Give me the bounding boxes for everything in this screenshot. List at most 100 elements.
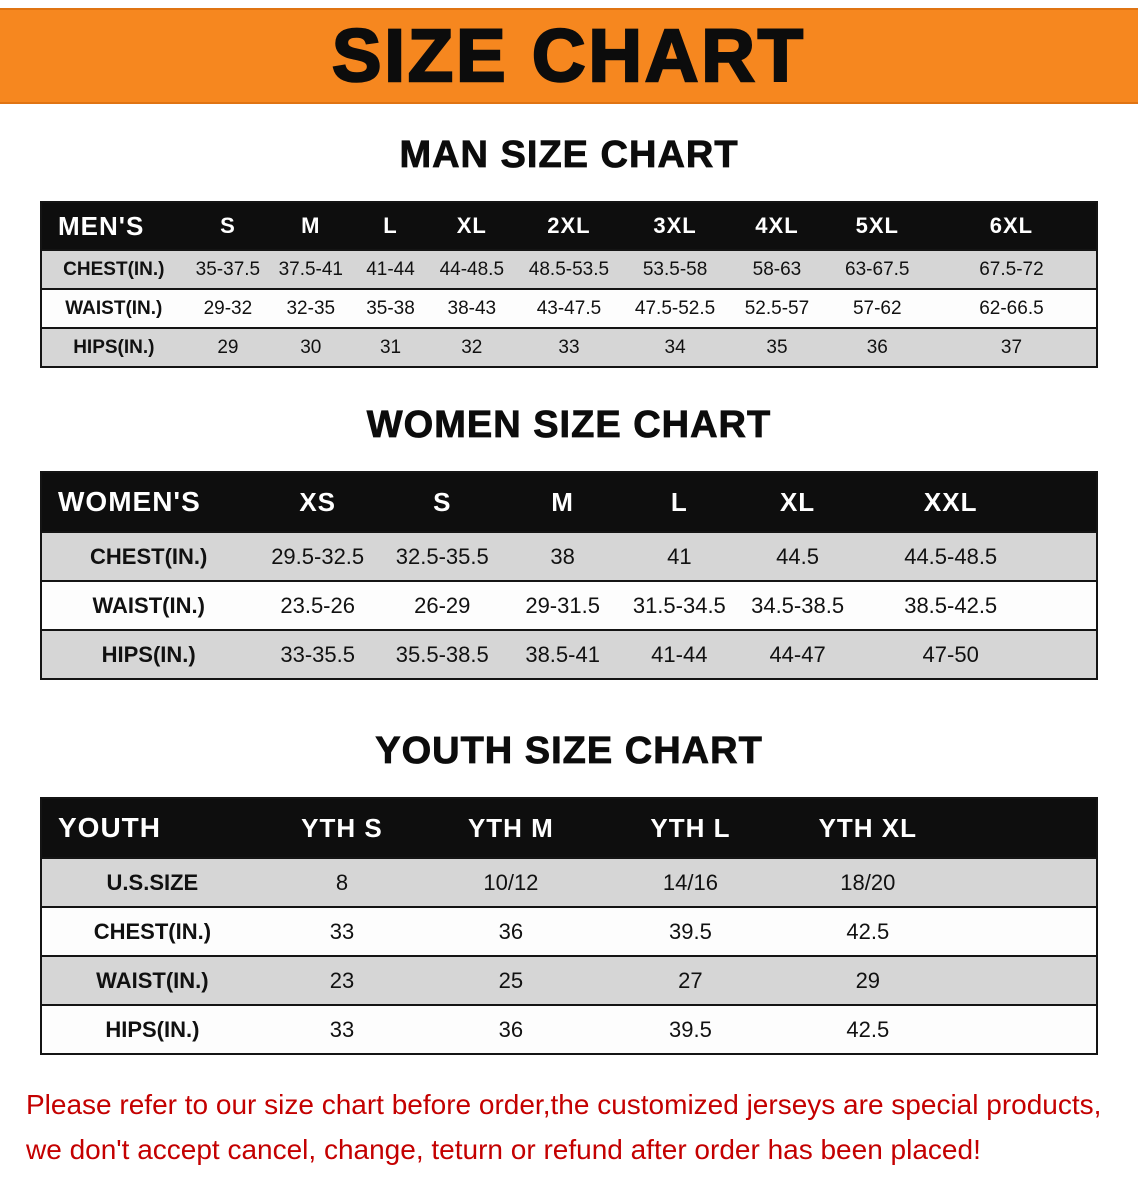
size-value: 23 bbox=[329, 967, 355, 993]
size-value: 18/20 bbox=[840, 869, 896, 895]
measurement-label: CHEST(IN.) bbox=[93, 918, 212, 944]
row-spacer bbox=[955, 907, 1097, 956]
size-table-row: U.S.SIZE 8 10/12 14/16 18/20 bbox=[41, 858, 1097, 907]
size-table-header-row: YOUTH YTH S YTH M YTH L YTH XL bbox=[41, 798, 1097, 858]
size-value: 23.5-26 bbox=[280, 592, 355, 618]
women-section-heading: WOMEN SIZE CHART bbox=[366, 404, 772, 447]
size-column-header: XS bbox=[255, 472, 380, 532]
size-value: 29 bbox=[217, 336, 239, 358]
size-value: 63-67.5 bbox=[845, 258, 910, 280]
size-value: 35.5-38.5 bbox=[395, 641, 489, 667]
size-value: 27 bbox=[678, 967, 703, 993]
size-value: 35-38 bbox=[366, 297, 415, 319]
size-value: 43-47.5 bbox=[536, 297, 602, 319]
size-column-header: YTH M bbox=[421, 798, 601, 858]
size-value: 34.5-38.5 bbox=[751, 592, 845, 618]
disclaimer: Please refer to our size chart before or… bbox=[0, 1083, 1138, 1173]
size-column-header: XL bbox=[737, 472, 858, 532]
size-table-row: WAIST(IN.) 23.5-26 26-29 29-31.5 31.5-34.5 34… bbox=[41, 581, 1097, 630]
row-spacer bbox=[955, 1005, 1097, 1054]
size-column-header: M bbox=[270, 202, 352, 250]
size-value: 38.5-41 bbox=[525, 641, 600, 667]
size-value: 67.5-72 bbox=[979, 258, 1044, 280]
size-value: 47-50 bbox=[922, 641, 979, 667]
youth-size-table: YOUTH YTH S YTH M YTH L YTH XL U.S.SIZE 8 10/12… bbox=[40, 797, 1098, 1055]
size-column-header: YTH L bbox=[600, 798, 781, 858]
size-table-row: HIPS(IN.) 33-35.5 35.5-38.5 38.5-41 41-44 44-… bbox=[41, 630, 1097, 679]
measurement-label: WAIST(IN.) bbox=[96, 967, 209, 993]
size-value: 35 bbox=[766, 336, 788, 358]
row-spacer bbox=[1044, 630, 1097, 679]
size-value: 53.5-58 bbox=[642, 258, 708, 280]
size-table-row: HIPS(IN.) 29 30 31 32 33 34 35 36 37 bbox=[41, 328, 1097, 367]
size-column-header: 5XL bbox=[827, 202, 927, 250]
measurement-label: CHEST(IN.) bbox=[63, 258, 165, 280]
measurement-label: WAIST(IN.) bbox=[92, 592, 205, 618]
disclaimer-line: Please refer to our size chart before or… bbox=[26, 1089, 1102, 1120]
size-column-header: YTH XL bbox=[780, 798, 956, 858]
size-value: 33 bbox=[329, 918, 355, 944]
size-value: 42.5 bbox=[846, 1016, 890, 1042]
size-column-header: XXL bbox=[857, 472, 1045, 532]
size-value: 31 bbox=[379, 336, 402, 358]
men-size-table: MEN'S S M L XL 2XL 3XL 4XL 5XL 6XL CHEST(IN.) 35-37… bbox=[40, 201, 1098, 368]
size-value: 37 bbox=[1000, 336, 1023, 358]
size-column-header: YTH S bbox=[262, 798, 422, 858]
size-value: 44.5-48.5 bbox=[904, 543, 998, 569]
size-value: 32.5-35.5 bbox=[395, 543, 489, 569]
size-table-row: HIPS(IN.) 33 36 39.5 42.5 bbox=[41, 1005, 1097, 1054]
size-column-header: 4XL bbox=[726, 202, 828, 250]
page-title: SIZE CHART bbox=[331, 14, 806, 97]
disclaimer-line: we don't accept cancel, change, teturn o… bbox=[26, 1133, 981, 1165]
size-value: 57-62 bbox=[852, 297, 902, 319]
size-value: 41 bbox=[667, 543, 692, 569]
size-value: 33 bbox=[558, 336, 580, 358]
size-value: 39.5 bbox=[669, 918, 712, 944]
measurement-label: WAIST(IN.) bbox=[65, 297, 163, 319]
size-table-row: CHEST(IN.) 33 36 39.5 42.5 bbox=[41, 907, 1097, 956]
size-value: 33 bbox=[329, 1016, 355, 1042]
size-value: 38-43 bbox=[447, 297, 497, 319]
size-table-row: WAIST(IN.) 23 25 27 29 bbox=[41, 956, 1097, 1005]
size-value: 10/12 bbox=[483, 869, 539, 895]
size-column-header: S bbox=[379, 472, 505, 532]
measurement-label: CHEST(IN.) bbox=[90, 543, 208, 569]
size-value: 26-29 bbox=[414, 592, 471, 618]
size-column-header: M bbox=[504, 472, 621, 532]
women-size-table: WOMEN'S XS S M L XL XXL CHEST(IN.) 29.5-32.5 32.5… bbox=[40, 471, 1098, 680]
size-table-row: CHEST(IN.) 35-37.5 37.5-41 41-44 44-48.5 48.5… bbox=[41, 250, 1097, 289]
size-value: 34 bbox=[664, 336, 686, 358]
size-value: 30 bbox=[300, 336, 322, 358]
size-value: 36 bbox=[498, 1016, 524, 1042]
size-value: 44-48.5 bbox=[439, 258, 505, 280]
size-value: 37.5-41 bbox=[278, 258, 344, 280]
size-value: 58-63 bbox=[752, 258, 802, 280]
table-corner-label: MEN'S bbox=[41, 202, 186, 250]
size-value: 25 bbox=[498, 967, 524, 993]
size-column-header: S bbox=[185, 202, 271, 250]
size-value: 36 bbox=[498, 918, 524, 944]
size-value: 42.5 bbox=[846, 918, 890, 944]
row-spacer bbox=[955, 858, 1097, 907]
size-column-header: 2XL bbox=[514, 202, 624, 250]
size-value: 31.5-34.5 bbox=[632, 592, 726, 618]
size-table-row: CHEST(IN.) 29.5-32.5 32.5-35.5 38 41 44.5 44.5… bbox=[41, 532, 1097, 581]
table-corner-label: YOUTH bbox=[41, 798, 263, 858]
size-column-header: L bbox=[620, 472, 738, 532]
size-value: 36 bbox=[866, 336, 888, 358]
measurement-label: HIPS(IN.) bbox=[105, 1016, 200, 1042]
size-column-header: 3XL bbox=[623, 202, 727, 250]
header-spacer bbox=[955, 798, 1097, 858]
size-chart-banner: SIZE CHART bbox=[0, 8, 1138, 104]
size-value: 29-31.5 bbox=[525, 592, 600, 618]
youth-section-heading: YOUTH SIZE CHART bbox=[375, 730, 763, 773]
size-value: 29.5-32.5 bbox=[271, 543, 365, 569]
row-spacer bbox=[955, 956, 1097, 1005]
size-value: 38 bbox=[550, 543, 575, 569]
size-value: 47.5-52.5 bbox=[634, 297, 716, 319]
size-table-header-row: MEN'S S M L XL 2XL 3XL 4XL 5XL 6XL bbox=[41, 202, 1097, 250]
table-corner-label: WOMEN'S bbox=[41, 472, 256, 532]
size-value: 44.5 bbox=[776, 543, 819, 569]
size-value: 33-35.5 bbox=[280, 641, 355, 667]
